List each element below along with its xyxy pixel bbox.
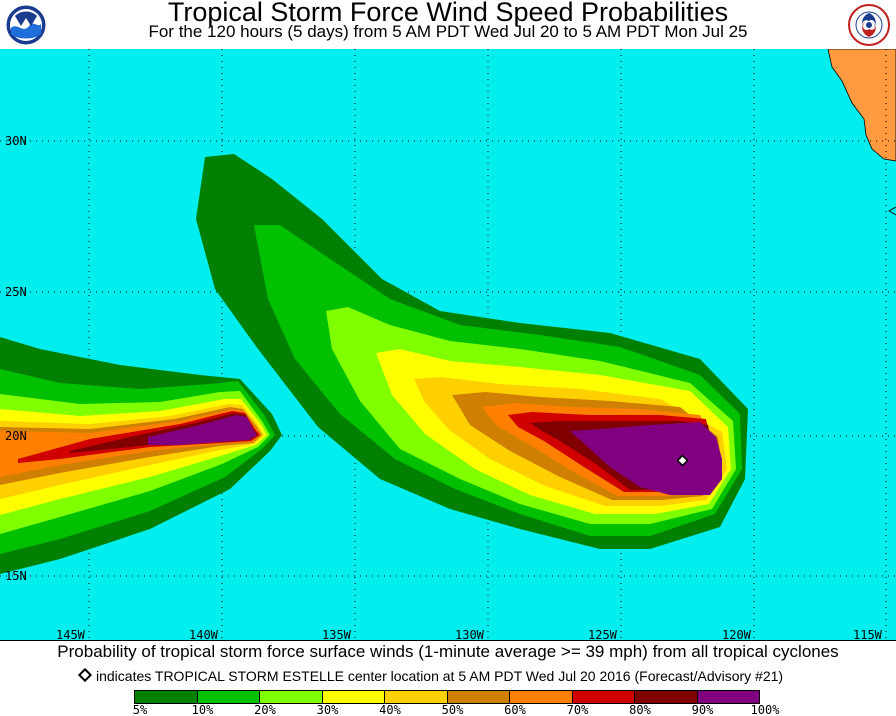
east-band-90pct (570, 422, 722, 495)
lon-label-120w: 120W (722, 628, 751, 642)
west-probability-swath (0, 337, 282, 574)
east-probability-swath (196, 154, 748, 549)
lat-label-15n: 15N (5, 569, 27, 583)
lat-label-30n: 30N (5, 134, 27, 148)
legend-label: 90% (691, 703, 714, 716)
lon-label-140w: 140W (189, 628, 218, 642)
legend-label: 30% (316, 703, 339, 716)
lat-label-20n: 20N (5, 429, 27, 443)
legend-swatch (135, 691, 198, 703)
west-band-90pct (148, 415, 257, 445)
legend-label: 100% (750, 703, 780, 716)
noaa-logo (5, 4, 47, 46)
legend-swatch (635, 691, 698, 703)
map-caption: Probability of tropical storm force surf… (57, 642, 839, 661)
storm-marker-note-text: indicates TROPICAL STORM ESTELLE center … (96, 668, 784, 684)
legend-label: 20% (254, 703, 276, 716)
storm-center-marker (676, 454, 689, 467)
legend-swatch (260, 691, 323, 703)
lon-label-135w: 135W (322, 628, 351, 642)
probability-color-legend (134, 690, 760, 704)
nws-logo (848, 4, 890, 46)
lon-label-145w: 145W (56, 628, 85, 642)
diamond-marker-icon (77, 667, 93, 683)
legend-swatch (697, 691, 759, 703)
map-title: Tropical Storm Force Wind Speed Probabil… (167, 0, 729, 27)
legend-label: 80% (629, 703, 651, 716)
probability-map (0, 49, 896, 641)
land-mass (827, 49, 896, 162)
legend-label: 60% (504, 703, 526, 716)
legend-label: 50% (441, 703, 464, 716)
legend-label: 40% (379, 703, 401, 716)
lon-label-115w: 115W (853, 628, 882, 642)
legend-label: 10% (191, 703, 214, 716)
legend-swatch (572, 691, 635, 703)
legend-label: 5% (132, 703, 148, 716)
lon-label-130w: 130W (455, 628, 484, 642)
legend-swatch (385, 691, 448, 703)
legend-swatch (322, 691, 385, 703)
legend-swatch (510, 691, 573, 703)
lon-label-125w: 125W (588, 628, 617, 642)
legend-swatch (197, 691, 260, 703)
lat-label-25n: 25N (5, 285, 27, 299)
map-subtitle: For the 120 hours (5 days) from 5 AM PDT… (148, 22, 748, 41)
legend-label: 70% (566, 703, 589, 716)
storm-marker-note: indicates TROPICAL STORM ESTELLE center … (76, 667, 783, 685)
legend-swatch (447, 691, 510, 703)
storm-center-diamond (676, 454, 689, 467)
land-coastline (888, 206, 896, 216)
